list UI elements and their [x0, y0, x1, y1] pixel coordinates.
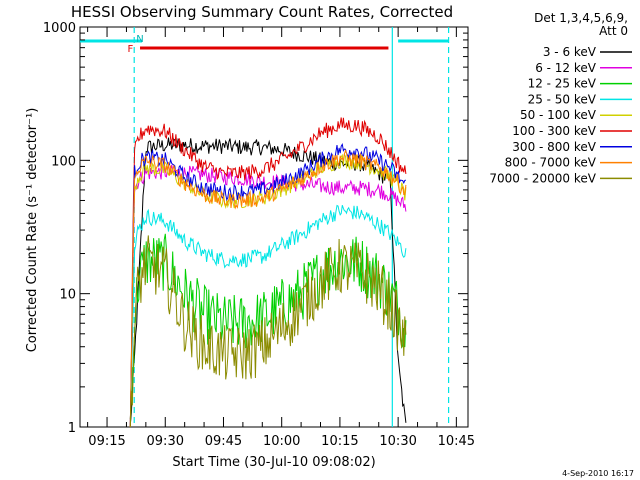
legend-label: 300 - 800 keV [512, 140, 596, 154]
x-tick-label: 09:15 [88, 434, 125, 449]
legend-label: 25 - 50 keV [528, 92, 597, 106]
series-line-1 [129, 164, 407, 428]
legend-label: 800 - 7000 keV [505, 156, 597, 170]
y-tick-label: 100 [51, 154, 76, 169]
series-line-7 [129, 149, 407, 428]
legend-label: 12 - 25 keV [528, 77, 597, 91]
legend-label: 100 - 300 keV [512, 124, 596, 138]
series-line-3 [129, 204, 407, 428]
plot-frame [79, 26, 469, 428]
series-line-4 [129, 152, 407, 428]
x-tick-label: 10:00 [263, 434, 300, 449]
y-tick-label: 10 [59, 288, 76, 303]
y-tick-label: 1 [68, 421, 76, 436]
date-stamp: 4-Sep-2010 16:17 [562, 469, 634, 478]
chart-title: HESSI Observing Summary Count Rates, Cor… [71, 3, 453, 21]
x-tick-label: 10:30 [379, 434, 416, 449]
y-axis-label: Corrected Count Rate (s⁻¹ detector⁻¹) [25, 108, 40, 353]
series-line-5 [129, 117, 407, 428]
legend-label: 50 - 100 keV [520, 108, 597, 122]
series-line-2 [129, 233, 407, 420]
series-line-0 [129, 137, 407, 425]
x-tick-label: 10:45 [438, 434, 475, 449]
x-tick-label: 10:15 [321, 434, 358, 449]
legend-label: 6 - 12 keV [535, 61, 597, 75]
x-axis-label: Start Time (30-Jul-10 09:08:02) [172, 455, 375, 470]
y-tick-label: 1000 [43, 21, 76, 36]
legend-label: 3 - 6 keV [543, 45, 597, 59]
flag-f-label: F [127, 44, 133, 55]
x-tick-label: 09:45 [205, 434, 242, 449]
series-line-8 [129, 235, 407, 428]
legend-label: 7000 - 20000 keV [489, 171, 596, 185]
legend-header-att: Att 0 [599, 24, 628, 38]
legend-header-det: Det 1,3,4,5,6,9, [534, 11, 628, 25]
x-tick-label: 09:30 [147, 434, 184, 449]
flag-n-label: N [136, 34, 143, 45]
